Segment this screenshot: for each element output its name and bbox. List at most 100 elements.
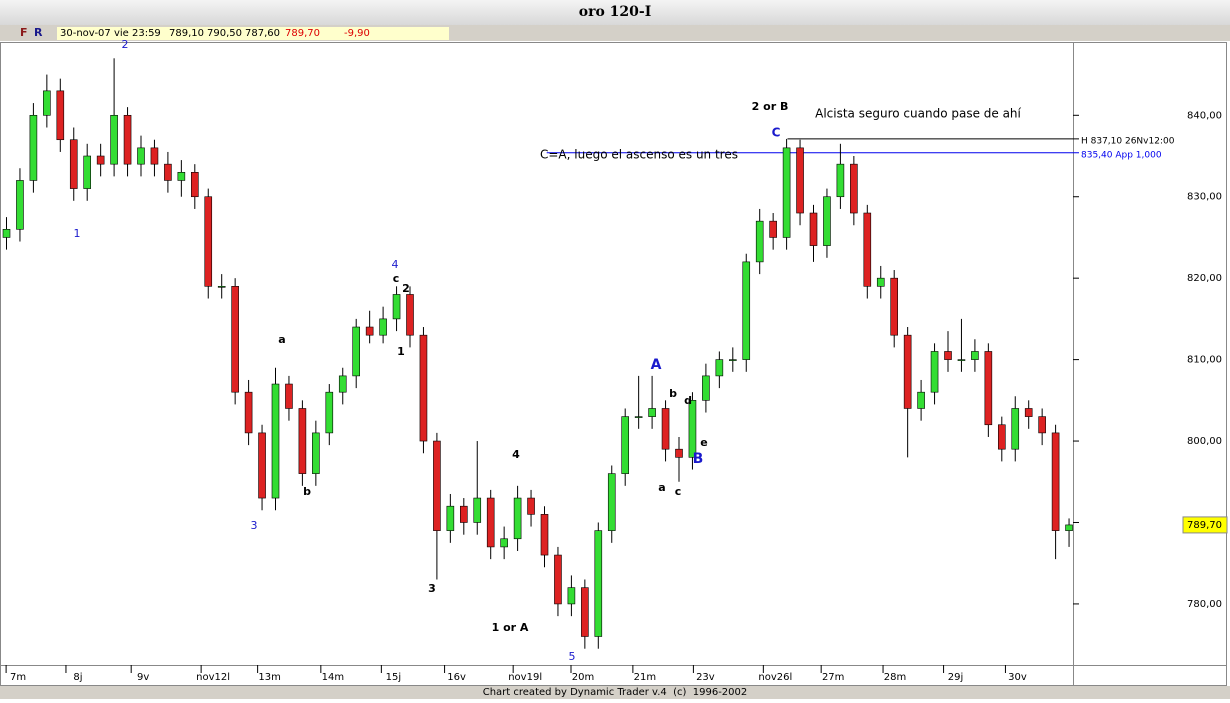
x-tick-label: 20m [572,672,594,683]
candle-body [554,554,562,605]
annotation: d [684,394,692,407]
annotation: 1 or A [492,621,529,634]
candle-body [433,440,441,531]
candle-body [56,90,65,141]
annotation: C [772,126,781,140]
title-bar [0,0,1230,25]
candle-body [137,147,145,165]
candle-body [312,432,320,474]
annotation: 3 [251,519,258,532]
x-tick-label: nov19l [508,672,542,683]
candle-body [365,326,374,336]
candle-body [513,497,522,540]
annotation: 1 [74,227,81,240]
candle-body [258,432,266,499]
annotation: 1 [397,345,405,358]
candle-body [648,408,656,417]
candle-body [1038,416,1046,434]
r-button[interactable]: R [34,26,43,39]
candle-body [971,351,979,360]
last-price-box [1182,516,1228,534]
annotation: b [669,387,677,400]
x-tick-label: 21m [634,672,656,683]
candle-body [675,448,683,458]
candle-body [755,220,764,263]
candle-body [702,375,710,401]
footer: Chart created by Dynamic Trader v.4 (c) … [483,687,748,698]
candle-body [728,359,737,361]
quote-close: 789,70 [285,28,320,39]
candle-body [150,147,159,165]
x-tick-label: 7m [10,672,26,683]
candle-body [96,155,105,165]
candle-body [661,408,670,450]
candle-body [406,294,414,336]
quote-box [57,27,449,40]
candle-body [500,538,508,548]
x-tick-label: 29j [948,672,964,683]
candle-body [890,277,899,336]
annotation: 5 [569,650,576,663]
candle-body [473,497,482,523]
annotation: Alcista seguro cuando pase de ahí [815,107,1021,121]
candle-body [634,416,643,418]
candle-body [325,391,334,434]
x-tick-label: 16v [447,672,466,683]
candle-body [298,408,307,474]
candle-body [984,351,993,426]
candle-body [607,473,616,531]
candle-body [742,261,751,360]
candle-body [231,286,239,393]
candle-body [688,400,697,458]
footer-bar [0,686,1230,699]
candle-body [419,334,428,442]
candle-body [459,505,468,523]
y-tick-label: 800,00 [1187,436,1222,447]
candle-body [621,416,630,474]
x-tick-label: nov12l [196,672,230,683]
candle-body [823,196,831,246]
quote-change: -9,90 [344,28,370,39]
annotation: c [675,485,682,498]
candle-body [110,114,118,165]
candle-body [997,424,1006,450]
f-button[interactable]: F [20,26,28,39]
annotation: B [693,451,704,467]
candle-body [446,505,455,531]
annotation: e [700,436,707,449]
annotation: c [393,272,400,285]
candle-body [1065,524,1073,531]
candle-body [16,180,24,230]
candle-body [527,497,535,515]
candle-body [177,172,186,181]
x-tick-label: 9v [137,672,149,683]
x-tick-label: 28m [884,672,906,683]
annotation: a [278,333,285,346]
candle-body [863,212,872,287]
candle-body [796,147,804,214]
candle-body [944,351,952,360]
x-tick-label: 14m [322,672,344,683]
candle-body [769,220,777,238]
candle-body [285,383,293,409]
x-tick-label: 27m [822,672,844,683]
x-tick-label: 23v [696,672,715,683]
candle-body [594,530,603,637]
candle-body [191,172,199,198]
candle-body [903,334,912,409]
quote-date: 30-nov-07 vie 23:59 [60,28,161,39]
quote-open: 789,10 [169,28,204,39]
candle-body [782,147,791,238]
candle-body [2,229,11,238]
candle-body [876,277,885,287]
candle-body [271,383,280,499]
window-title: oro 120-I [579,4,652,20]
annotation: 2 or B [752,100,789,113]
candle-body [540,514,549,556]
x-tick-label: nov26l [758,672,792,683]
level-label: H 837,10 26Nv12:00 [1081,136,1175,146]
annotation: 4 [512,448,520,461]
candle-body [392,294,401,320]
candle-body [809,212,818,246]
candle-body [217,286,226,288]
